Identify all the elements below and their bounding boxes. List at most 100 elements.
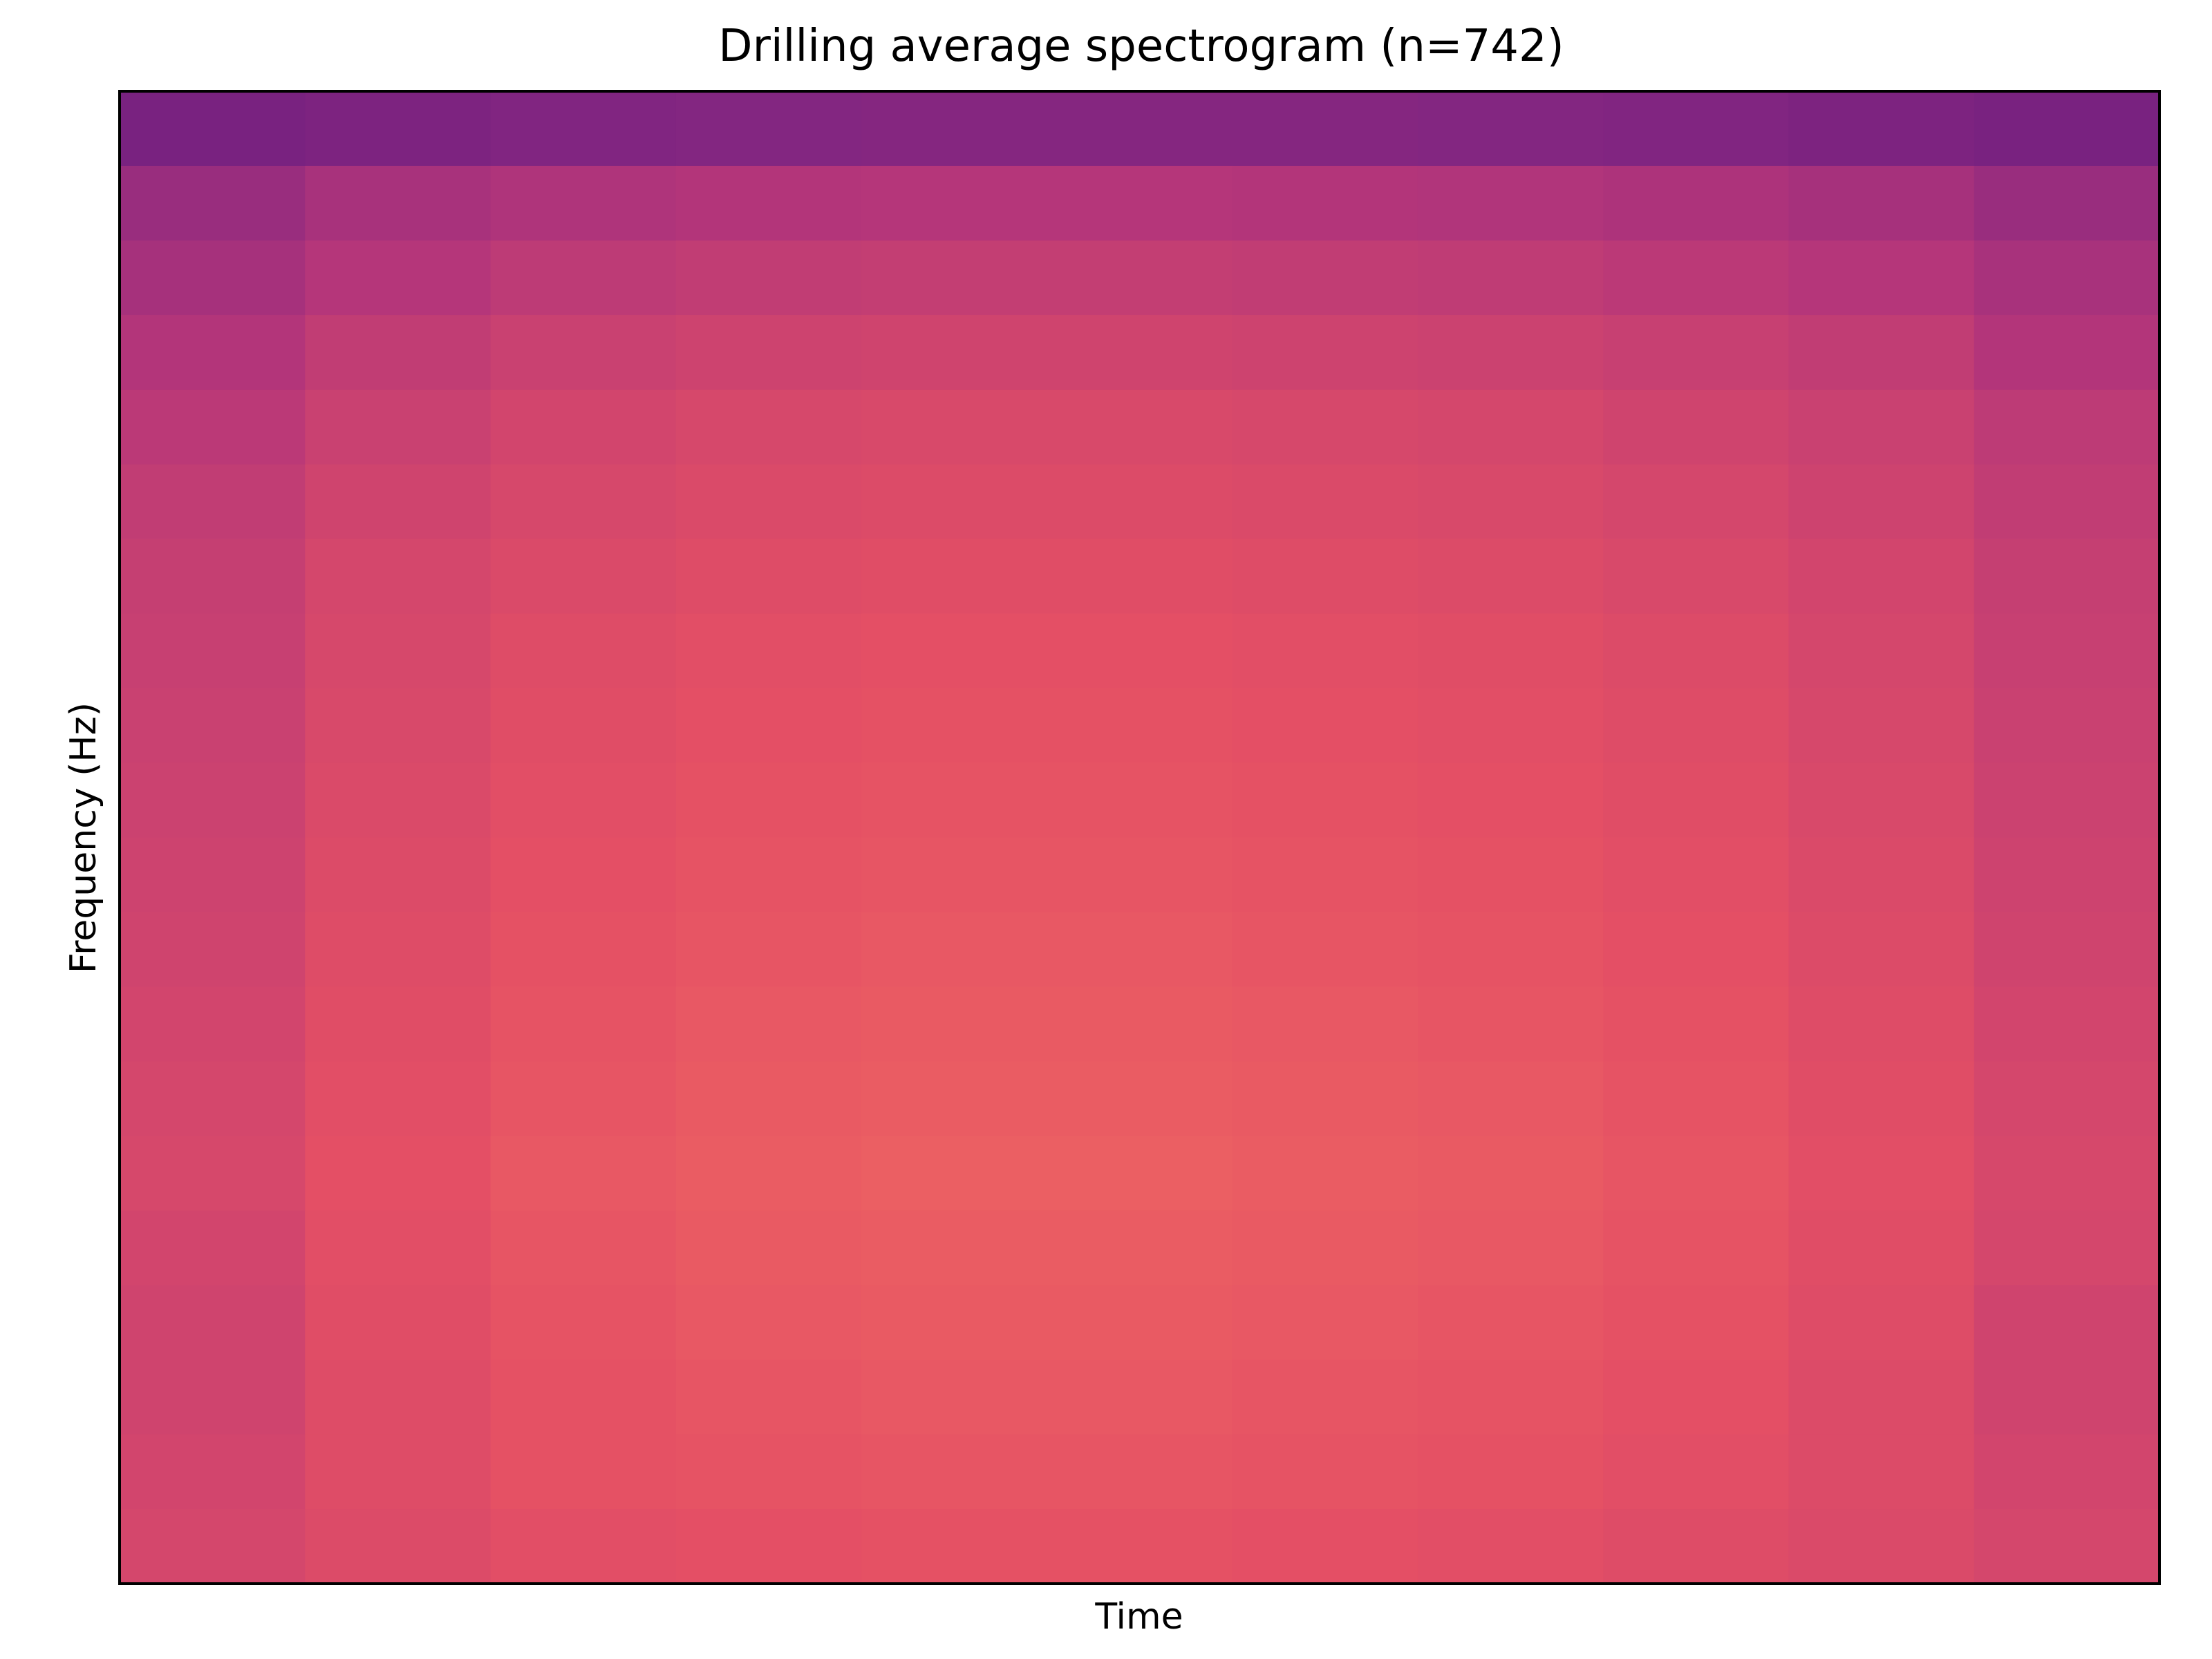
heatmap-cell: [1603, 613, 1790, 689]
heatmap-cell: [1788, 538, 1975, 615]
heatmap-cell: [1232, 837, 1418, 913]
heatmap-cell: [490, 688, 677, 764]
heatmap-cell: [1232, 1210, 1418, 1286]
heatmap-cell: [675, 464, 863, 540]
heatmap-cell: [675, 762, 863, 838]
heatmap-cell: [120, 464, 306, 540]
heatmap-cell: [861, 837, 1048, 913]
heatmap-cell: [1788, 1509, 1975, 1584]
heatmap-cell: [1232, 912, 1418, 988]
heatmap-cell: [1974, 1136, 2160, 1212]
x-axis-label: Time: [1094, 1596, 1183, 1638]
heatmap-cell: [1232, 240, 1418, 316]
heatmap-cell: [1417, 389, 1604, 465]
heatmap-cell: [1974, 1285, 2160, 1361]
heatmap-cell: [1232, 91, 1418, 167]
heatmap-cell: [120, 1285, 306, 1361]
heatmap-cell: [305, 762, 491, 838]
heatmap-cell: [120, 315, 306, 391]
heatmap-cell: [1232, 1061, 1418, 1137]
y-axis-label: Frequency (Hz): [63, 702, 104, 973]
heatmap-cell: [675, 837, 863, 913]
heatmap-cell: [490, 1360, 677, 1436]
heatmap-cell: [1603, 912, 1790, 988]
heatmap-cell: [1788, 1061, 1975, 1137]
heatmap-cell: [1047, 91, 1233, 167]
heatmap-cell: [305, 538, 491, 615]
heatmap-cell: [1974, 762, 2160, 838]
heatmap-cell: [1417, 762, 1604, 838]
heatmap-cell: [1974, 389, 2160, 465]
heatmap-cell: [675, 1285, 863, 1361]
heatmap-cell: [1788, 688, 1975, 764]
heatmap-cell: [1603, 986, 1790, 1062]
heatmap-cell: [861, 762, 1048, 838]
heatmap-cell: [1974, 688, 2160, 764]
heatmap-cell: [1974, 315, 2160, 391]
heatmap-cell: [490, 1509, 677, 1584]
heatmap-cell: [305, 912, 491, 988]
heatmap-cell: [1232, 613, 1418, 689]
heatmap-cell: [490, 1210, 677, 1286]
heatmap-cell: [1232, 1509, 1418, 1584]
heatmap-cell: [1417, 837, 1604, 913]
heatmap-cell: [1603, 688, 1790, 764]
heatmap-cell: [1417, 464, 1604, 540]
heatmap-cell: [1603, 837, 1790, 913]
heatmap-cell: [120, 538, 306, 615]
heatmap-cell: [1974, 912, 2160, 988]
heatmap-cell: [305, 1061, 491, 1137]
heatmap-cell: [305, 389, 491, 465]
heatmap-cell: [1232, 688, 1418, 764]
heatmap-cell: [861, 1136, 1048, 1212]
heatmap-cell: [1603, 240, 1790, 316]
heatmap-cell: [1047, 315, 1233, 391]
heatmap-cell: [861, 389, 1048, 465]
heatmap-cell: [305, 986, 491, 1062]
heatmap-cell: [861, 613, 1048, 689]
heatmap-cell: [1047, 1509, 1233, 1584]
heatmap-cell: [1974, 91, 2160, 167]
heatmap-cell: [675, 315, 863, 391]
heatmap-cell: [1603, 1061, 1790, 1137]
heatmap-cell: [1603, 1509, 1790, 1584]
heatmap-cell: [1417, 912, 1604, 988]
heatmap-cell: [490, 538, 677, 615]
heatmap-cell: [1603, 762, 1790, 838]
heatmap-cell: [1417, 1360, 1604, 1436]
heatmap-cell: [1047, 1061, 1233, 1137]
heatmap-cell: [1788, 1360, 1975, 1436]
heatmap-cell: [1603, 315, 1790, 391]
heatmap-cell: [490, 837, 677, 913]
heatmap-cell: [675, 91, 863, 167]
heatmap-cell: [1603, 1136, 1790, 1212]
heatmap-cell: [1047, 538, 1233, 615]
heatmap-cell: [861, 165, 1048, 241]
heatmap-cell: [120, 1061, 306, 1137]
heatmap-cell: [1047, 613, 1233, 689]
heatmap-cell: [1603, 389, 1790, 465]
heatmap-cell: [490, 912, 677, 988]
heatmap-cell: [490, 240, 677, 316]
heatmap-cell: [1232, 1434, 1418, 1510]
heatmap-cell: [120, 762, 306, 838]
heatmap-cell: [490, 613, 677, 689]
heatmap-cell: [1417, 91, 1604, 167]
heatmap-cell: [490, 1434, 677, 1510]
heatmap-cell: [1417, 240, 1604, 316]
heatmap-cell: [305, 1509, 491, 1584]
heatmap-cell: [1417, 165, 1604, 241]
heatmap-cell: [120, 1360, 306, 1436]
heatmap-cell: [1974, 1360, 2160, 1436]
heatmap-cell: [305, 240, 491, 316]
heatmap-cell: [1232, 1136, 1418, 1212]
heatmap-cell: [1417, 613, 1604, 689]
heatmap-cell: [305, 1285, 491, 1361]
heatmap-cell: [861, 688, 1048, 764]
heatmap-cell: [1047, 1434, 1233, 1510]
heatmap-cell: [1788, 613, 1975, 689]
heatmap-cell: [1974, 538, 2160, 615]
heatmap-cell: [1417, 1061, 1604, 1137]
heatmap-cell: [1788, 1434, 1975, 1510]
heatmap-cell: [120, 1509, 306, 1584]
